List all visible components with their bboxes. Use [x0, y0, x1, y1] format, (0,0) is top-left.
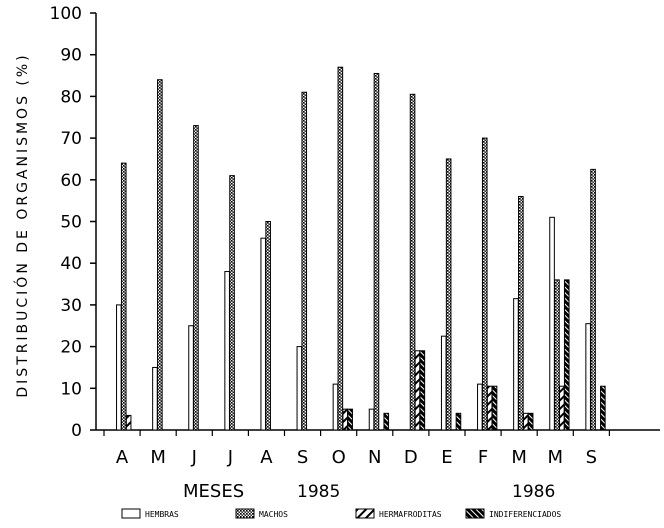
y-tick-label: 20 — [60, 338, 82, 358]
x-tick-label: F — [478, 447, 488, 468]
bar-machos — [481, 137, 488, 431]
bar-indiferenciados — [491, 385, 498, 431]
bars — [116, 66, 606, 431]
x-tick-label: A — [116, 447, 129, 468]
y-ticks: 0 10 20 30 40 50 60 70 80 90 100 — [50, 4, 96, 441]
y-tick-label: 40 — [60, 254, 82, 274]
x-tick-label: M — [547, 447, 563, 468]
y-tick-label: 50 — [60, 213, 82, 233]
year-label-1985: 1985 — [297, 482, 340, 502]
bar-indiferenciados — [347, 408, 353, 431]
bar-hermafroditas — [342, 408, 349, 431]
bar-indiferenciados — [527, 412, 534, 431]
x-tick-label: M — [511, 447, 527, 468]
x-tick-label: N — [368, 447, 381, 468]
bar-hermafroditas — [486, 385, 493, 431]
bar-hembras — [440, 335, 447, 431]
bar-indiferenciados — [600, 385, 606, 431]
bar-hermafroditas — [559, 385, 565, 431]
x-tick-label: M — [150, 447, 166, 468]
bar-hembras — [585, 323, 591, 431]
bar-hembras — [296, 346, 303, 431]
bar-indiferenciados — [383, 412, 390, 431]
legend-swatch — [355, 508, 375, 519]
bar-hermafroditas — [414, 350, 421, 431]
y-tick-label: 0 — [71, 421, 82, 441]
bar-machos — [518, 195, 524, 431]
x-tick-label: S — [586, 447, 597, 468]
bar-hembras — [549, 216, 555, 431]
bar-hembras — [477, 383, 483, 431]
bar-machos — [337, 66, 344, 431]
legend: HEMBRAS MACHOS HERMAFRODITAS INDIFERENCIADO… — [121, 508, 561, 519]
bar-hermafroditas — [522, 412, 529, 431]
legend-label: INDIFERENCIADOS — [489, 510, 561, 519]
bar-machos — [445, 158, 452, 431]
bar-indiferenciados — [419, 350, 426, 431]
x-tick-label: D — [404, 447, 418, 468]
bar-machos — [590, 168, 596, 431]
bar-hembras — [513, 298, 519, 431]
legend-swatch — [235, 508, 255, 519]
bar-machos — [265, 221, 271, 431]
bar-machos — [409, 93, 416, 431]
bar-indiferenciados — [563, 279, 570, 431]
y-tick-label: 10 — [60, 379, 82, 399]
legend-swatch — [121, 508, 141, 519]
y-tick-label: 90 — [60, 46, 82, 66]
bar-machos — [157, 79, 163, 431]
bar-indiferenciados — [455, 412, 462, 431]
bar-hembras — [368, 408, 375, 431]
y-tick-label: 100 — [50, 4, 82, 24]
bar-machos — [193, 125, 199, 431]
y-tick-label: 80 — [60, 87, 82, 107]
x-tick-label: J — [227, 447, 233, 468]
y-tick-label: 70 — [60, 129, 82, 149]
bar-hembras — [188, 325, 194, 431]
bar-machos — [301, 91, 308, 431]
legend-swatch — [465, 508, 485, 519]
x-tick-label: S — [297, 447, 308, 468]
bar-hembras — [152, 366, 158, 431]
bar-machos — [554, 279, 560, 431]
y-tick-label: 30 — [60, 296, 82, 316]
y-tick-label: 60 — [60, 171, 82, 191]
legend-label: MACHOS — [259, 510, 288, 519]
bar-machos — [373, 72, 380, 431]
bar-hembras — [224, 271, 230, 431]
bar-hembras — [332, 383, 339, 431]
legend-label: HEMBRAS — [145, 510, 179, 519]
bar-machos — [229, 175, 235, 431]
x-axis-label: MESES — [183, 481, 244, 502]
bar-machos — [120, 162, 127, 431]
bar-hembras — [260, 237, 267, 431]
x-tick-label: J — [191, 447, 197, 468]
x-tick-label: E — [441, 447, 452, 468]
bar-hermafroditas — [125, 414, 132, 431]
x-tick-label: A — [260, 447, 273, 468]
x-tick-label: O — [332, 447, 346, 468]
y-axis-label: DISTRIBUCIÓN DE ORGANISMOS (%) — [13, 52, 31, 397]
year-label-1986: 1986 — [512, 482, 555, 502]
legend-label: HERMAFRODITAS — [379, 510, 442, 519]
bar-hembras — [116, 304, 122, 431]
